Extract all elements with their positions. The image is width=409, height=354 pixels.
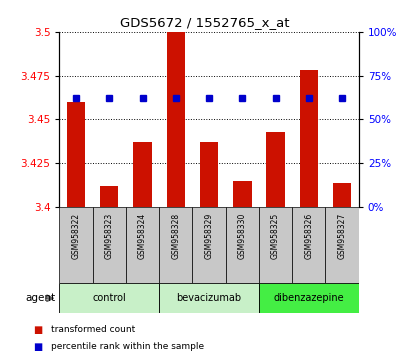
Bar <box>126 207 159 283</box>
Text: GSM958329: GSM958329 <box>204 212 213 259</box>
Text: ■: ■ <box>33 325 42 335</box>
Bar <box>100 186 118 207</box>
Text: percentile rank within the sample: percentile rank within the sample <box>51 342 204 352</box>
Text: GSM958325: GSM958325 <box>270 212 279 259</box>
Text: GSM958322: GSM958322 <box>72 212 81 258</box>
Text: ■: ■ <box>33 342 42 352</box>
Bar <box>292 207 325 283</box>
Text: GDS5672 / 1552765_x_at: GDS5672 / 1552765_x_at <box>120 16 289 29</box>
Text: GSM958330: GSM958330 <box>237 212 246 259</box>
Text: GSM958324: GSM958324 <box>138 212 147 259</box>
Bar <box>200 142 218 207</box>
Bar <box>233 181 251 207</box>
Bar <box>159 207 192 283</box>
Bar <box>133 142 151 207</box>
Bar <box>325 207 358 283</box>
Bar <box>225 207 258 283</box>
Text: transformed count: transformed count <box>51 325 135 335</box>
Bar <box>67 102 85 207</box>
Bar <box>258 207 292 283</box>
Text: GSM958323: GSM958323 <box>105 212 114 259</box>
Text: control: control <box>92 293 126 303</box>
Text: GSM958327: GSM958327 <box>337 212 346 259</box>
Bar <box>166 32 184 207</box>
Bar <box>159 283 258 313</box>
Bar <box>266 132 284 207</box>
Bar <box>258 283 358 313</box>
Bar <box>59 283 159 313</box>
Text: agent: agent <box>25 293 55 303</box>
Bar <box>59 207 92 283</box>
Text: GSM958328: GSM958328 <box>171 212 180 258</box>
Bar <box>92 207 126 283</box>
Bar <box>299 70 317 207</box>
Bar <box>332 183 351 207</box>
Text: GSM958326: GSM958326 <box>303 212 312 259</box>
Text: bevacizumab: bevacizumab <box>176 293 241 303</box>
Text: dibenzazepine: dibenzazepine <box>273 293 343 303</box>
Bar <box>192 207 225 283</box>
